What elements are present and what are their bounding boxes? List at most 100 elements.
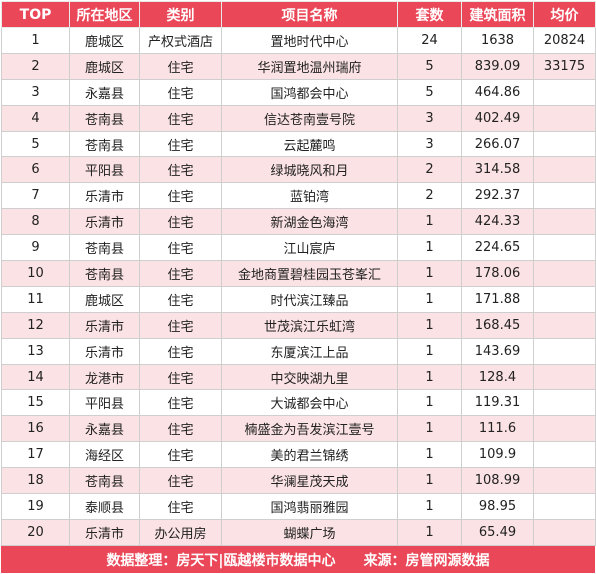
table-row: 13 乐清市 住宅 东厦滨江上品 1 143.69 xyxy=(1,337,596,365)
cell-district: 苍南县 xyxy=(69,467,140,495)
cell-floor-area: 266.07 xyxy=(461,130,534,158)
cell-avg-price xyxy=(533,518,596,546)
cell-avg-price: 33175 xyxy=(533,52,596,80)
cell-rank: 20 xyxy=(1,518,70,546)
cell-floor-area: 314.58 xyxy=(461,156,534,184)
cell-floor-area: 168.45 xyxy=(461,311,534,339)
cell-avg-price xyxy=(533,285,596,313)
cell-floor-area: 292.37 xyxy=(461,182,534,210)
cell-category: 住宅 xyxy=(139,363,222,391)
footer-source: 来源：房管网源数据 xyxy=(363,552,490,569)
cell-project-name: 蝴蝶广场 xyxy=(221,518,398,546)
cell-rank: 7 xyxy=(1,182,70,210)
table-body: 1 鹿城区 产权式酒店 置地时代中心 24 1638 20824 2 鹿城区 住宅 华润置地温州瑞府… xyxy=(1,27,596,546)
cell-rank: 1 xyxy=(1,27,70,54)
table-row: 6 平阳县 住宅 绿城晓风和月 2 314.58 xyxy=(1,156,596,184)
cell-avg-price xyxy=(533,389,596,417)
cell-avg-price xyxy=(533,441,596,469)
cell-rank: 19 xyxy=(1,493,70,520)
cell-avg-price xyxy=(533,234,596,262)
cell-district: 海经区 xyxy=(69,441,140,469)
cell-project-name: 华润置地温州瑞府 xyxy=(221,52,398,80)
cell-floor-area: 171.88 xyxy=(461,285,534,313)
cell-project-name: 华澜星茂天成 xyxy=(221,467,398,495)
cell-floor-area: 464.86 xyxy=(461,78,534,106)
cell-project-name: 绿城晓风和月 xyxy=(221,156,398,184)
cell-avg-price xyxy=(533,415,596,443)
cell-category: 住宅 xyxy=(139,104,222,132)
cell-project-name: 新湖金色海湾 xyxy=(221,208,398,236)
cell-floor-area: 109.9 xyxy=(461,441,534,469)
cell-rank: 18 xyxy=(1,467,70,495)
cell-category: 住宅 xyxy=(139,208,222,236)
cell-floor-area: 424.33 xyxy=(461,208,534,236)
cell-project-name: 楠盛金为吾发滨江壹号 xyxy=(221,415,398,443)
cell-avg-price xyxy=(533,156,596,184)
table-row: 20 乐清市 办公用房 蝴蝶广场 1 65.49 xyxy=(1,518,596,546)
cell-units: 2 xyxy=(397,156,462,184)
cell-avg-price xyxy=(533,78,596,106)
cell-district: 泰顺县 xyxy=(69,493,140,520)
header-row: TOP 所在地区 类别 项目名称 套数 建筑面积 均价 xyxy=(1,1,596,28)
header-project-name: 项目名称 xyxy=(221,1,398,28)
table-row: 9 苍南县 住宅 江山宸庐 1 224.65 xyxy=(1,234,596,262)
cell-district: 乐清市 xyxy=(69,182,140,210)
cell-category: 住宅 xyxy=(139,260,222,287)
cell-rank: 4 xyxy=(1,104,70,132)
cell-units: 24 xyxy=(397,27,462,54)
cell-district: 苍南县 xyxy=(69,234,140,262)
cell-category: 住宅 xyxy=(139,337,222,365)
cell-avg-price xyxy=(533,104,596,132)
table-row: 14 龙港市 住宅 中交映湖九里 1 128.4 xyxy=(1,363,596,391)
cell-category: 产权式酒店 xyxy=(139,27,222,54)
header-district: 所在地区 xyxy=(69,1,140,28)
cell-category: 住宅 xyxy=(139,493,222,520)
table-row: 4 苍南县 住宅 信达苍南壹号院 3 402.49 xyxy=(1,104,596,132)
cell-project-name: 大诚都会中心 xyxy=(221,389,398,417)
cell-units: 3 xyxy=(397,130,462,158)
cell-rank: 6 xyxy=(1,156,70,184)
cell-avg-price xyxy=(533,208,596,236)
cell-category: 住宅 xyxy=(139,467,222,495)
cell-category: 住宅 xyxy=(139,234,222,262)
header-floor-area: 建筑面积 xyxy=(461,1,534,28)
cell-units: 1 xyxy=(397,518,462,546)
cell-category: 住宅 xyxy=(139,182,222,210)
table-row: 1 鹿城区 产权式酒店 置地时代中心 24 1638 20824 xyxy=(1,27,596,54)
table-row: 17 海经区 住宅 美的君兰锦绣 1 109.9 xyxy=(1,441,596,469)
cell-district: 龙港市 xyxy=(69,363,140,391)
table-row: 10 苍南县 住宅 金地商置碧桂园玉苍峯汇 1 178.06 xyxy=(1,260,596,287)
cell-rank: 10 xyxy=(1,260,70,287)
cell-floor-area: 65.49 xyxy=(461,518,534,546)
cell-units: 2 xyxy=(397,182,462,210)
cell-rank: 8 xyxy=(1,208,70,236)
cell-avg-price xyxy=(533,467,596,495)
cell-category: 住宅 xyxy=(139,52,222,80)
cell-floor-area: 224.65 xyxy=(461,234,534,262)
table-row: 15 平阳县 住宅 大诚都会中心 1 119.31 xyxy=(1,389,596,417)
cell-avg-price: 20824 xyxy=(533,27,596,54)
cell-district: 永嘉县 xyxy=(69,78,140,106)
cell-category: 住宅 xyxy=(139,441,222,469)
cell-units: 1 xyxy=(397,311,462,339)
cell-project-name: 金地商置碧桂园玉苍峯汇 xyxy=(221,260,398,287)
cell-rank: 12 xyxy=(1,311,70,339)
cell-category: 住宅 xyxy=(139,285,222,313)
cell-units: 1 xyxy=(397,441,462,469)
cell-units: 1 xyxy=(397,467,462,495)
cell-project-name: 东厦滨江上品 xyxy=(221,337,398,365)
cell-district: 苍南县 xyxy=(69,260,140,287)
cell-district: 永嘉县 xyxy=(69,415,140,443)
cell-units: 5 xyxy=(397,78,462,106)
header-avg-price: 均价 xyxy=(533,1,596,28)
header-rank: TOP xyxy=(1,1,70,28)
cell-category: 住宅 xyxy=(139,389,222,417)
cell-floor-area: 143.69 xyxy=(461,337,534,365)
cell-floor-area: 119.31 xyxy=(461,389,534,417)
table-row: 11 鹿城区 住宅 时代滨江臻品 1 171.88 xyxy=(1,285,596,313)
cell-district: 乐清市 xyxy=(69,337,140,365)
cell-units: 1 xyxy=(397,285,462,313)
footer-bar: 数据整理：房天下|瓯越楼市数据中心 来源：房管网源数据 xyxy=(1,546,595,573)
table-row: 8 乐清市 住宅 新湖金色海湾 1 424.33 xyxy=(1,208,596,236)
cell-project-name: 江山宸庐 xyxy=(221,234,398,262)
